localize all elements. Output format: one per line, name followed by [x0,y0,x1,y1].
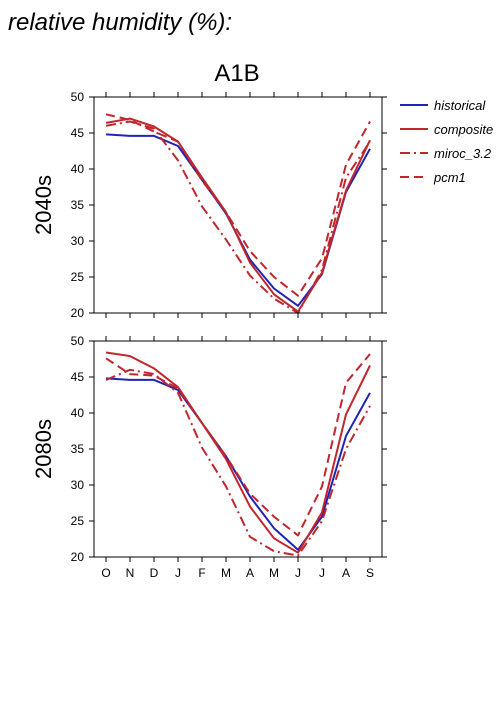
series-line-miroc_3.2 [105,120,371,314]
y-tick-label: 45 [71,370,85,384]
legend-item-composite: composite [400,122,493,137]
y-tick-label: 20 [71,550,85,564]
panel-label: 2080s [31,419,56,479]
y-tick-label: 25 [71,270,85,284]
x-tick-label: J [319,566,325,580]
series-line-miroc_3.2 [105,368,371,557]
legend: historical composite miroc_3.2 pcm1 [400,98,493,185]
x-tick-label: A [246,566,254,580]
page-title: relative humidity (%): [8,9,232,36]
legend-label: pcm1 [433,170,466,185]
legend-label: composite [434,122,493,137]
y-tick-label: 35 [71,198,85,212]
series-line-composite [105,117,371,313]
x-tick-label: M [221,566,231,580]
series-line-pcm1 [105,113,371,297]
x-tick-label: D [150,566,159,580]
chart-title: A1B [214,60,259,87]
legend-item-pcm1: pcm1 [400,170,466,185]
y-tick-label: 30 [71,478,85,492]
x-tick-label: A [342,566,350,580]
series-line-composite [105,351,371,554]
y-tick-label: 45 [71,126,85,140]
y-tick-label: 40 [71,162,85,176]
legend-item-miroc_3.2: miroc_3.2 [400,146,492,161]
chart-panels: 20 25 30 35 40 45 50 2040s 20 25 30 35 40 45 50 O N D J F M A… [31,90,387,580]
x-tick-label: J [175,566,181,580]
panel-label: 2040s [31,175,56,235]
legend-label: historical [434,98,486,113]
x-tick-label: J [295,566,301,580]
series-line-historical [105,377,371,551]
legend-item-historical: historical [400,98,486,113]
x-tick-label: N [126,566,135,580]
x-tick-label: M [269,566,279,580]
y-tick-label: 50 [71,90,85,104]
panel-2040s: 20 25 30 35 40 45 50 2040s [31,90,387,320]
panel-2080s: 20 25 30 35 40 45 50 O N D J F M A M J J A S 2080s [31,334,387,580]
y-tick-label: 25 [71,514,85,528]
y-tick-label: 35 [71,442,85,456]
y-tick-label: 30 [71,234,85,248]
y-tick-label: 20 [71,306,85,320]
plot-frame [93,340,383,558]
y-tick-label: 40 [71,406,85,420]
legend-label: miroc_3.2 [434,146,492,161]
x-tick-label: O [101,566,110,580]
x-tick-label: S [366,566,374,580]
y-tick-label: 50 [71,334,85,348]
series-line-pcm1 [105,353,371,537]
x-tick-label: F [198,566,205,580]
series-line-historical [105,133,371,307]
